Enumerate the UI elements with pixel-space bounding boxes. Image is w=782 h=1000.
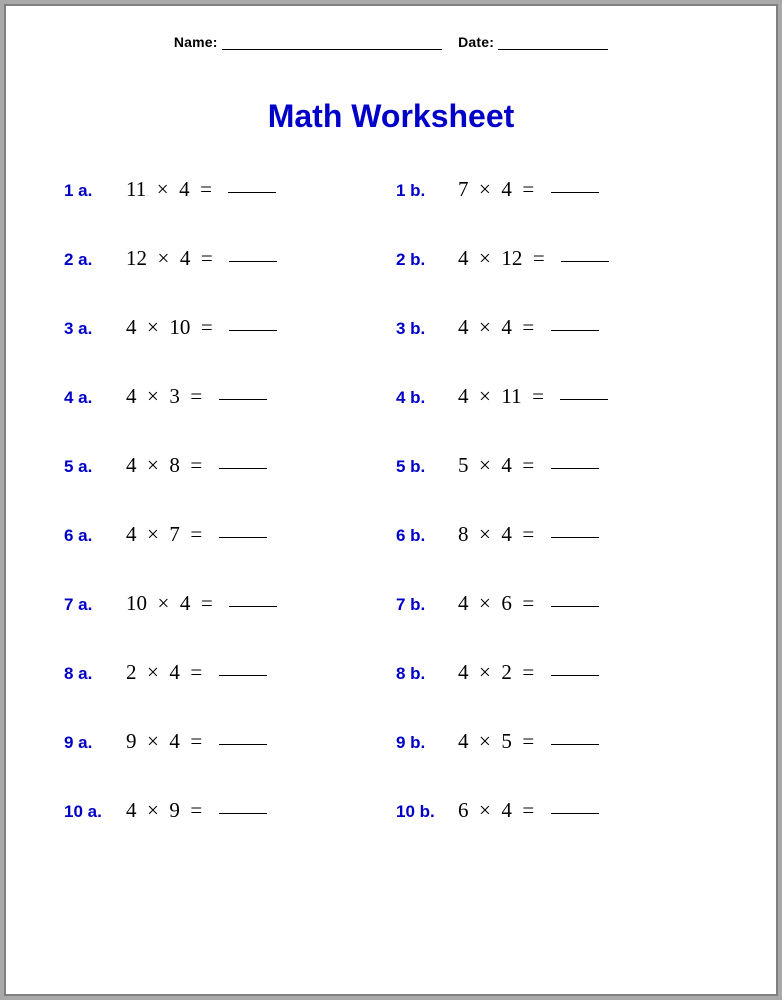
problem-expression: 4 × 2 = bbox=[458, 660, 545, 685]
answer-blank[interactable] bbox=[229, 330, 277, 331]
answer-blank[interactable] bbox=[551, 675, 599, 676]
problem-label: 3 a. bbox=[64, 319, 126, 339]
problem-row: 10 a.4 × 9 = bbox=[64, 798, 386, 823]
problem-expression: 5 × 4 = bbox=[458, 453, 545, 478]
problem-row: 7 a.10 × 4 = bbox=[64, 591, 386, 616]
date-blank[interactable] bbox=[498, 49, 608, 50]
problem-row: 6 a.4 × 7 = bbox=[64, 522, 386, 547]
answer-blank[interactable] bbox=[551, 330, 599, 331]
problem-row: 8 b.4 × 2 = bbox=[396, 660, 718, 685]
problem-label: 4 a. bbox=[64, 388, 126, 408]
problem-label: 5 a. bbox=[64, 457, 126, 477]
problem-row: 2 a.12 × 4 = bbox=[64, 246, 386, 271]
problem-label: 10 a. bbox=[64, 802, 126, 822]
answer-blank[interactable] bbox=[551, 606, 599, 607]
problem-label: 10 b. bbox=[396, 802, 458, 822]
problem-label: 6 a. bbox=[64, 526, 126, 546]
answer-blank[interactable] bbox=[219, 537, 267, 538]
problem-label: 2 a. bbox=[64, 250, 126, 270]
problem-label: 4 b. bbox=[396, 388, 458, 408]
problem-row: 1 b.7 × 4 = bbox=[396, 177, 718, 202]
answer-blank[interactable] bbox=[219, 675, 267, 676]
problem-row: 4 a.4 × 3 = bbox=[64, 384, 386, 409]
problem-expression: 7 × 4 = bbox=[458, 177, 545, 202]
date-label: Date: bbox=[458, 34, 494, 50]
answer-blank[interactable] bbox=[219, 399, 267, 400]
problem-expression: 4 × 7 = bbox=[126, 522, 213, 547]
name-blank[interactable] bbox=[222, 49, 442, 50]
answer-blank[interactable] bbox=[219, 813, 267, 814]
problem-label: 7 a. bbox=[64, 595, 126, 615]
problem-expression: 10 × 4 = bbox=[126, 591, 223, 616]
problem-label: 8 a. bbox=[64, 664, 126, 684]
problem-row: 3 b.4 × 4 = bbox=[396, 315, 718, 340]
problem-label: 9 b. bbox=[396, 733, 458, 753]
name-label: Name: bbox=[174, 34, 218, 50]
problem-expression: 4 × 6 = bbox=[458, 591, 545, 616]
problem-expression: 6 × 4 = bbox=[458, 798, 545, 823]
problem-expression: 4 × 5 = bbox=[458, 729, 545, 754]
problem-row: 6 b.8 × 4 = bbox=[396, 522, 718, 547]
problem-expression: 12 × 4 = bbox=[126, 246, 223, 271]
answer-blank[interactable] bbox=[219, 744, 267, 745]
answer-blank[interactable] bbox=[229, 261, 277, 262]
worksheet-title: Math Worksheet bbox=[56, 98, 726, 135]
answer-blank[interactable] bbox=[228, 192, 276, 193]
problem-label: 6 b. bbox=[396, 526, 458, 546]
problem-grid: 1 a.11 × 4 = 1 b.7 × 4 = 2 a.12 × 4 = 2 … bbox=[56, 177, 726, 823]
problem-row: 8 a.2 × 4 = bbox=[64, 660, 386, 685]
problem-row: 5 b.5 × 4 = bbox=[396, 453, 718, 478]
problem-row: 3 a.4 × 10 = bbox=[64, 315, 386, 340]
answer-blank[interactable] bbox=[551, 192, 599, 193]
problem-row: 2 b.4 × 12 = bbox=[396, 246, 718, 271]
problem-row: 7 b.4 × 6 = bbox=[396, 591, 718, 616]
problem-row: 1 a.11 × 4 = bbox=[64, 177, 386, 202]
problem-label: 1 b. bbox=[396, 181, 458, 201]
answer-blank[interactable] bbox=[551, 813, 599, 814]
header-line: Name: Date: bbox=[56, 34, 726, 50]
problem-label: 5 b. bbox=[396, 457, 458, 477]
problem-expression: 4 × 10 = bbox=[126, 315, 223, 340]
worksheet-page: Name: Date: Math Worksheet 1 a.11 × 4 = … bbox=[4, 4, 778, 996]
answer-blank[interactable] bbox=[229, 606, 277, 607]
problem-expression: 4 × 12 = bbox=[458, 246, 555, 271]
problem-expression: 8 × 4 = bbox=[458, 522, 545, 547]
problem-expression: 4 × 9 = bbox=[126, 798, 213, 823]
problem-expression: 4 × 8 = bbox=[126, 453, 213, 478]
problem-expression: 4 × 11 = bbox=[458, 384, 554, 409]
answer-blank[interactable] bbox=[551, 537, 599, 538]
problem-label: 8 b. bbox=[396, 664, 458, 684]
problem-label: 9 a. bbox=[64, 733, 126, 753]
problem-expression: 11 × 4 = bbox=[126, 177, 222, 202]
problem-label: 1 a. bbox=[64, 181, 126, 201]
problem-row: 4 b.4 × 11 = bbox=[396, 384, 718, 409]
problem-row: 9 b.4 × 5 = bbox=[396, 729, 718, 754]
problem-label: 7 b. bbox=[396, 595, 458, 615]
problem-row: 10 b.6 × 4 = bbox=[396, 798, 718, 823]
answer-blank[interactable] bbox=[551, 468, 599, 469]
problem-expression: 2 × 4 = bbox=[126, 660, 213, 685]
problem-expression: 9 × 4 = bbox=[126, 729, 213, 754]
problem-label: 3 b. bbox=[396, 319, 458, 339]
answer-blank[interactable] bbox=[560, 399, 608, 400]
answer-blank[interactable] bbox=[561, 261, 609, 262]
problem-row: 5 a.4 × 8 = bbox=[64, 453, 386, 478]
problem-expression: 4 × 3 = bbox=[126, 384, 213, 409]
problem-expression: 4 × 4 = bbox=[458, 315, 545, 340]
problem-row: 9 a.9 × 4 = bbox=[64, 729, 386, 754]
answer-blank[interactable] bbox=[551, 744, 599, 745]
problem-label: 2 b. bbox=[396, 250, 458, 270]
answer-blank[interactable] bbox=[219, 468, 267, 469]
